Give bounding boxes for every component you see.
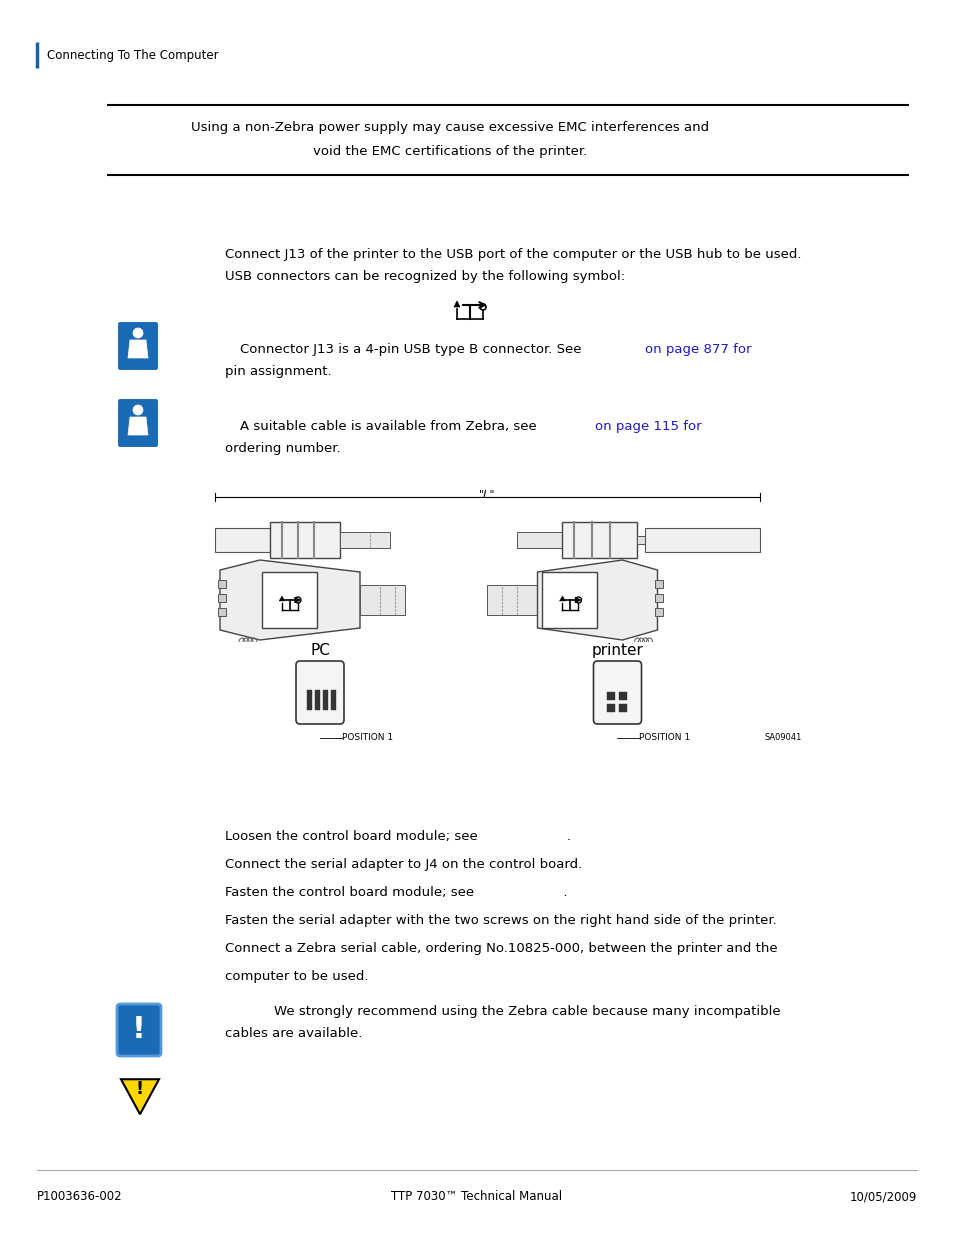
Text: A suitable cable is available from Zebra, see: A suitable cable is available from Zebra… xyxy=(240,420,537,433)
Bar xyxy=(645,529,760,552)
Circle shape xyxy=(132,329,143,338)
Text: ordering number.: ordering number. xyxy=(225,442,340,454)
Bar xyxy=(339,532,390,548)
Text: pin assignment.: pin assignment. xyxy=(225,366,332,378)
Polygon shape xyxy=(128,417,148,435)
Text: on page 115 for: on page 115 for xyxy=(595,420,700,433)
Text: Connecting To The Computer: Connecting To The Computer xyxy=(47,48,218,62)
Bar xyxy=(214,529,270,552)
Text: Using a non-Zebra power supply may cause excessive EMC interferences and: Using a non-Zebra power supply may cause… xyxy=(191,121,708,133)
Bar xyxy=(331,690,335,710)
Bar xyxy=(655,580,662,588)
Bar xyxy=(307,690,312,710)
Bar xyxy=(487,585,537,615)
Polygon shape xyxy=(537,559,657,640)
Bar xyxy=(323,690,328,710)
Text: cables are available.: cables are available. xyxy=(225,1028,362,1040)
Polygon shape xyxy=(128,340,148,358)
Text: P1003636-002: P1003636-002 xyxy=(37,1191,123,1203)
Text: Connect a Zebra serial cable, ordering No.10825-000, between the printer and the: Connect a Zebra serial cable, ordering N… xyxy=(225,942,777,955)
Circle shape xyxy=(132,405,143,415)
Text: We strongly recommend using the Zebra cable because many incompatible: We strongly recommend using the Zebra ca… xyxy=(240,1005,780,1018)
Bar xyxy=(359,585,405,615)
FancyBboxPatch shape xyxy=(117,398,159,448)
Bar xyxy=(542,572,597,629)
Bar xyxy=(637,536,645,543)
FancyBboxPatch shape xyxy=(295,661,344,724)
FancyBboxPatch shape xyxy=(117,1004,161,1056)
Bar xyxy=(218,594,226,601)
Text: "L": "L" xyxy=(478,490,496,500)
Bar xyxy=(655,594,662,601)
Text: void the EMC certifications of the printer.: void the EMC certifications of the print… xyxy=(313,146,586,158)
Text: printer: printer xyxy=(591,643,642,658)
Text: 10/05/2009: 10/05/2009 xyxy=(849,1191,916,1203)
Bar xyxy=(218,580,226,588)
Text: !: ! xyxy=(135,1079,144,1098)
Bar xyxy=(607,692,615,700)
Text: Connect the serial adapter to J4 on the control board.: Connect the serial adapter to J4 on the … xyxy=(225,858,581,871)
FancyBboxPatch shape xyxy=(117,321,159,370)
Text: Fasten the serial adapter with the two screws on the right hand side of the prin: Fasten the serial adapter with the two s… xyxy=(225,914,776,927)
Text: TTP 7030™ Technical Manual: TTP 7030™ Technical Manual xyxy=(391,1191,562,1203)
FancyBboxPatch shape xyxy=(593,661,640,724)
Bar xyxy=(517,532,562,548)
Polygon shape xyxy=(220,559,359,640)
Polygon shape xyxy=(558,597,565,601)
Bar xyxy=(562,522,637,558)
Bar xyxy=(218,608,226,616)
Polygon shape xyxy=(454,301,459,308)
Text: Fasten the control board module; see                     .: Fasten the control board module; see . xyxy=(225,885,567,899)
Text: Loosen the control board module; see                     .: Loosen the control board module; see . xyxy=(225,830,571,844)
Bar xyxy=(655,608,662,616)
Text: Connector J13 is a 4-pin USB type B connector. See: Connector J13 is a 4-pin USB type B conn… xyxy=(240,343,581,356)
Bar xyxy=(607,704,615,713)
Bar xyxy=(262,572,316,629)
Text: POSITION 1: POSITION 1 xyxy=(341,734,393,742)
Bar xyxy=(270,522,339,558)
Text: Connect J13 of the printer to the USB port of the computer or the USB hub to be : Connect J13 of the printer to the USB po… xyxy=(225,248,801,261)
Text: computer to be used.: computer to be used. xyxy=(225,969,368,983)
Text: POSITION 1: POSITION 1 xyxy=(639,734,690,742)
Text: PC: PC xyxy=(310,643,330,658)
Text: SA09041: SA09041 xyxy=(764,734,801,742)
Text: on page 877 for: on page 877 for xyxy=(644,343,751,356)
Bar xyxy=(314,690,319,710)
Polygon shape xyxy=(121,1079,159,1114)
Text: USB connectors can be recognized by the following symbol:: USB connectors can be recognized by the … xyxy=(225,270,624,283)
Polygon shape xyxy=(278,597,285,601)
Text: !: ! xyxy=(132,1015,146,1045)
Bar xyxy=(618,704,627,713)
Bar xyxy=(618,692,627,700)
